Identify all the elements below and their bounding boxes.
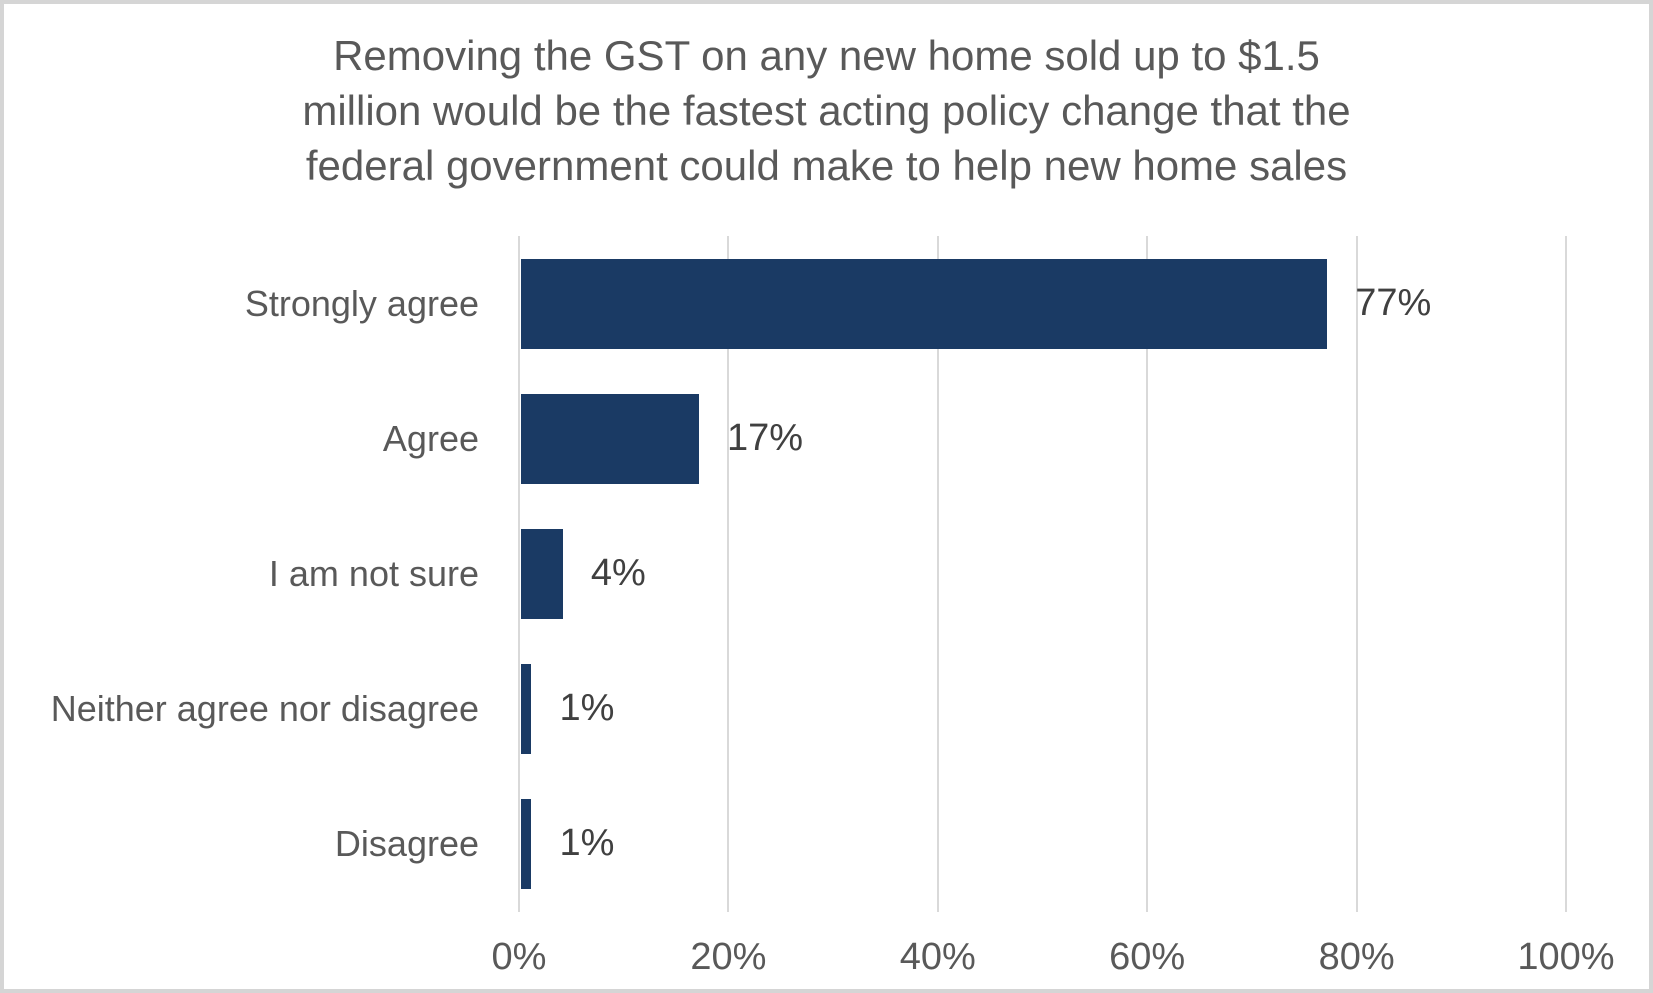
plot-area: 77% 17% 4% 1% 1% — [518, 236, 1567, 912]
chart-title-line-2: million would be the fastest acting poli… — [302, 87, 1351, 134]
gridline — [518, 236, 520, 912]
bar — [521, 529, 563, 619]
bar — [521, 664, 532, 755]
x-tick-label: 0% — [491, 936, 547, 978]
gridline — [1565, 236, 1567, 912]
gridline — [1146, 236, 1149, 912]
bar-value-label: 1% — [559, 687, 615, 730]
category-label: Disagree — [334, 823, 479, 865]
gridline — [936, 236, 939, 912]
gridline — [727, 236, 730, 912]
bar — [521, 393, 699, 484]
bar-value-label: 4% — [590, 552, 646, 594]
chart-title-line-1: Removing the GST on any new home sold up… — [333, 32, 1320, 79]
category-label: Neither agree nor disagree — [50, 688, 479, 730]
category-label: Strongly agree — [244, 282, 479, 324]
category-label: Agree — [382, 417, 479, 459]
x-tick-label: 100% — [1517, 936, 1615, 978]
bar-value-label: 17% — [726, 416, 804, 459]
x-tick-label: 60% — [1109, 936, 1186, 978]
bar-value-label: 1% — [559, 822, 615, 865]
x-tick-label: 80% — [1318, 936, 1395, 978]
x-tick-label: 20% — [690, 936, 767, 978]
chart-title: Removing the GST on any new home sold up… — [4, 28, 1649, 193]
x-tick-label: 40% — [899, 936, 976, 978]
bar-value-label: 77% — [1355, 281, 1432, 324]
category-label: I am not sure — [268, 553, 479, 594]
gridline — [1355, 236, 1358, 912]
chart-title-line-3: federal government could make to help ne… — [305, 142, 1348, 189]
bar — [521, 799, 532, 890]
category-axis: Strongly agree Agree I am not sure Neither … — [4, 236, 519, 912]
x-axis: 0% 20% 40% 60% 80% 100% — [492, 936, 1615, 986]
bar — [521, 258, 1328, 349]
